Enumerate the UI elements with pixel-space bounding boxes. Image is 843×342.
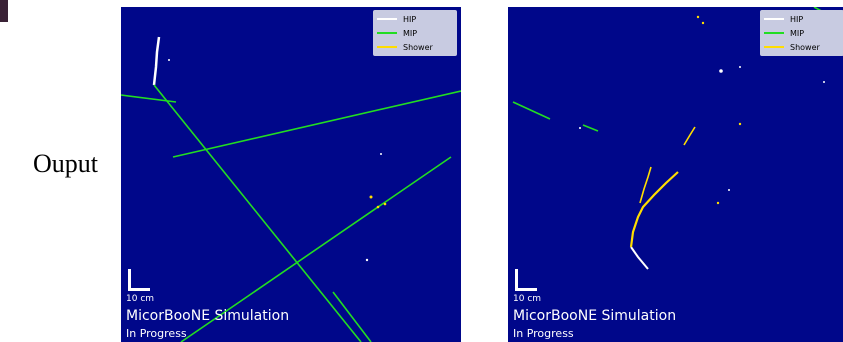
tracks-left	[121, 36, 461, 342]
hip-hit	[739, 66, 741, 68]
shower-hit	[376, 205, 380, 209]
legend: HIP MIP Shower	[760, 10, 843, 56]
shower-hit	[696, 15, 700, 19]
shower-track	[629, 171, 679, 248]
shower-hit	[701, 21, 705, 25]
scale-label: 10 cm	[513, 294, 542, 304]
shower-hit	[383, 202, 387, 206]
shower-hit	[738, 122, 742, 126]
hip-hit	[579, 127, 581, 129]
hip-track	[630, 246, 649, 270]
simulation-status: In Progress	[126, 327, 187, 340]
legend-entry-hip: HIP	[377, 13, 416, 25]
hip-hit	[823, 81, 825, 83]
event-display-right: HIP MIP Shower 10 cm MicorBooNE Simulati…	[508, 7, 843, 342]
output-label: Ouput	[33, 149, 98, 178]
mip-track-left	[512, 101, 551, 120]
scale-label: 10 cm	[126, 294, 155, 304]
event-display-left: HIP MIP Shower 10 cm MicorBooNE Simulati…	[121, 7, 461, 342]
legend-entry-shower: Shower	[764, 41, 820, 53]
legend-swatch	[764, 46, 784, 48]
mip-track-rising	[180, 156, 452, 342]
legend-entry-hip: HIP	[764, 13, 803, 25]
legend-swatch	[764, 18, 784, 20]
scale-bar	[128, 269, 150, 291]
legend-entry-mip: MIP	[377, 27, 417, 39]
legend-swatch	[764, 32, 784, 34]
hip-hit	[365, 258, 369, 262]
simulation-title: MicorBooNE Simulation	[513, 308, 677, 324]
mip-track-horizontal	[121, 94, 177, 103]
shower-branch	[639, 166, 652, 204]
mip-track-long-diagonal	[153, 84, 362, 342]
simulation-status: In Progress	[513, 327, 574, 340]
legend-swatch	[377, 18, 397, 20]
legend-swatch	[377, 32, 397, 34]
mip-track-short	[582, 124, 599, 132]
corner-mark	[0, 0, 8, 22]
legend: HIP MIP Shower	[373, 10, 457, 56]
hip-hit	[719, 69, 723, 73]
shower-hit	[369, 195, 373, 199]
mip-track-upper-right	[172, 90, 461, 158]
simulation-title: MicorBooNE Simulation	[126, 308, 290, 324]
shower-branch-upper	[683, 126, 696, 146]
hip-hit	[728, 189, 730, 191]
hip-hit	[168, 59, 170, 61]
tracks-right	[512, 7, 843, 270]
mip-track-lower	[332, 291, 372, 342]
legend-swatch	[377, 46, 397, 48]
shower-hit	[716, 201, 720, 205]
legend-entry-mip: MIP	[764, 27, 804, 39]
legend-entry-shower: Shower	[377, 41, 433, 53]
hip-track	[152, 36, 161, 86]
hip-hit	[380, 153, 382, 155]
scale-bar	[515, 269, 537, 291]
